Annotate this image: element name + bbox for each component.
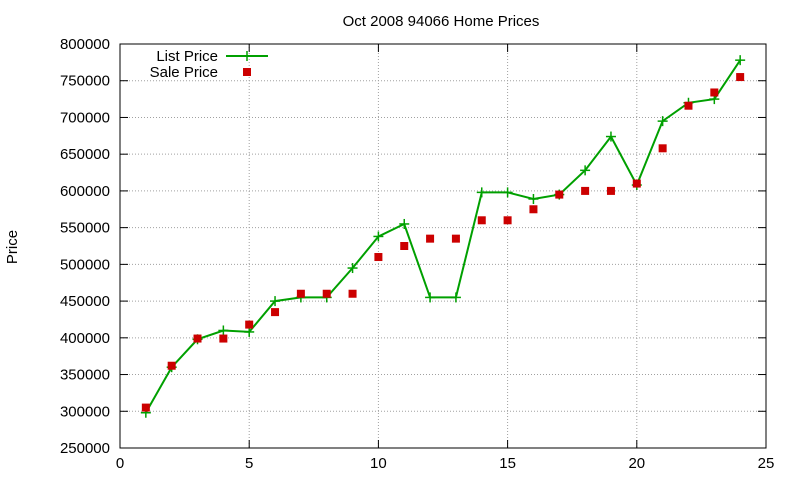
list-price-point: [450, 292, 461, 303]
list-price-point: [218, 325, 229, 336]
y-tick-label: 250000: [60, 440, 110, 457]
x-tick-label: 20: [628, 455, 645, 472]
sale-price-point: [167, 361, 176, 370]
list-price-point: [605, 131, 616, 142]
list-price-point: [580, 165, 591, 176]
list-price-point: [657, 116, 668, 127]
y-tick-label: 450000: [60, 293, 110, 310]
y-tick-label: 550000: [60, 220, 110, 237]
sale-price-point: [245, 320, 254, 329]
y-tick-label: 300000: [60, 403, 110, 420]
sale-price-point: [322, 289, 331, 298]
legend-marker: [242, 51, 252, 61]
y-tick-label: 350000: [60, 367, 110, 384]
y-tick-label: 800000: [60, 36, 110, 53]
x-tick-label: 5: [245, 455, 253, 472]
list-price-point: [476, 187, 487, 198]
list-price-point: [528, 193, 539, 204]
sale-price-point: [710, 88, 719, 97]
sale-price-point: [219, 334, 228, 343]
list-price-point: [244, 326, 255, 337]
sale-price-point: [193, 334, 202, 343]
sale-price-point: [529, 205, 538, 214]
sale-price-point: [296, 289, 305, 298]
sale-price-point: [581, 186, 590, 195]
list-price-line: [144, 59, 742, 414]
y-tick-label: 600000: [60, 183, 110, 200]
legend-marker: [243, 68, 251, 76]
sale-price-point: [606, 186, 615, 195]
list-price-point: [425, 292, 436, 303]
legend-label: Sale Price: [150, 64, 218, 81]
x-tick-label: 15: [499, 455, 516, 472]
chart-title: Oct 2008 94066 Home Prices: [343, 13, 540, 30]
sale-price-point: [271, 308, 280, 317]
sale-price-point: [477, 216, 486, 225]
sale-price-point: [348, 289, 357, 298]
list-price-point: [502, 187, 513, 198]
sale-price-point: [503, 216, 512, 225]
sale-price-point: [141, 403, 150, 412]
x-tick-label: 0: [116, 455, 124, 472]
x-tick-label: 10: [370, 455, 387, 472]
y-tick-label: 650000: [60, 146, 110, 163]
sale-price-point: [451, 234, 460, 243]
list-price-point: [270, 296, 281, 307]
list-price-point: [735, 55, 746, 66]
y-tick-label: 400000: [60, 330, 110, 347]
sale-price-point: [555, 190, 564, 199]
list-price-point: [399, 218, 410, 229]
y-tick-label: 700000: [60, 109, 110, 126]
plot-frame: [119, 43, 767, 449]
sale-price-point: [684, 101, 693, 110]
sale-price-point: [374, 253, 383, 262]
sale-price-point: [658, 144, 667, 153]
series: [140, 55, 746, 418]
sale-price-point: [632, 179, 641, 188]
legend-label: List Price: [156, 48, 218, 65]
list-price-point: [347, 263, 358, 274]
list-price-point: [373, 231, 384, 242]
y-axis-label: Price: [4, 230, 21, 264]
x-tick-label: 25: [758, 455, 775, 472]
ticks: 250000 300000 350000 400000 450000 500000 5500…: [60, 36, 774, 472]
sale-price-point: [426, 234, 435, 243]
sale-price-point: [736, 73, 745, 82]
grid: [120, 44, 766, 448]
sale-price-point: [400, 242, 409, 250]
y-tick-label: 750000: [60, 73, 110, 90]
y-tick-label: 500000: [60, 256, 110, 273]
